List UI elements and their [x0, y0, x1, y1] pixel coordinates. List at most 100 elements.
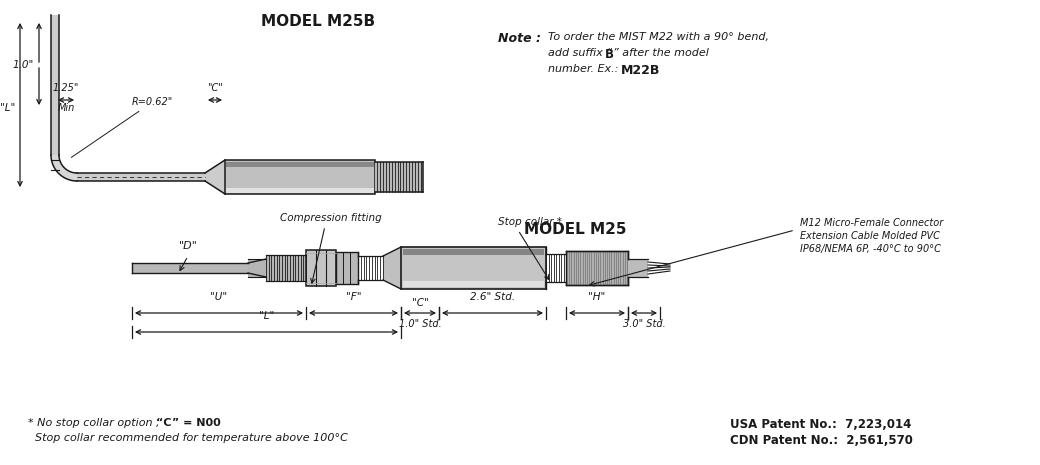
Text: MODEL M25: MODEL M25 [524, 222, 626, 238]
Polygon shape [383, 247, 401, 289]
Text: Extension Cable Molded PVC: Extension Cable Molded PVC [800, 231, 940, 241]
Polygon shape [74, 173, 76, 181]
Polygon shape [58, 167, 64, 173]
Text: "C": "C" [412, 298, 428, 308]
Polygon shape [61, 169, 67, 176]
Polygon shape [53, 161, 60, 165]
Text: 1.0" Std.: 1.0" Std. [398, 319, 441, 329]
Text: Note :: Note : [498, 32, 541, 45]
Polygon shape [72, 173, 74, 180]
Text: 1.25": 1.25" [53, 83, 79, 93]
Polygon shape [205, 160, 225, 194]
Polygon shape [70, 172, 72, 180]
Text: number. Ex.:: number. Ex.: [548, 64, 625, 74]
Polygon shape [69, 172, 72, 179]
Polygon shape [55, 165, 62, 170]
Polygon shape [56, 166, 63, 172]
Text: 2.6" Std.: 2.6" Std. [470, 292, 515, 302]
Polygon shape [51, 157, 59, 159]
Polygon shape [63, 170, 68, 178]
Text: "L": "L" [259, 311, 275, 321]
Polygon shape [64, 171, 69, 178]
Polygon shape [52, 160, 60, 163]
Polygon shape [52, 160, 59, 162]
Polygon shape [53, 162, 60, 166]
Bar [225, 160, 375, 194]
Text: "F": "F" [345, 292, 361, 302]
Polygon shape [62, 170, 68, 177]
Polygon shape [57, 167, 63, 173]
Text: Stop collar recommended for temperature above 100°C: Stop collar recommended for temperature … [28, 433, 347, 443]
Polygon shape [61, 169, 67, 176]
Polygon shape [59, 168, 64, 174]
Polygon shape [55, 165, 62, 169]
Polygon shape [54, 164, 61, 168]
Text: Min: Min [57, 103, 75, 113]
Bar [401, 247, 546, 289]
Text: "C": "C" [207, 83, 223, 93]
Text: 3.0" Std.: 3.0" Std. [623, 319, 666, 329]
Bar [404, 249, 544, 255]
Polygon shape [59, 168, 66, 174]
Text: "U": "U" [210, 292, 228, 302]
Polygon shape [67, 172, 70, 179]
Polygon shape [63, 171, 69, 178]
Bar [375, 162, 423, 192]
Text: MODEL M25B: MODEL M25B [261, 14, 375, 29]
Polygon shape [52, 159, 59, 162]
Polygon shape [51, 159, 59, 160]
Text: Stop collar *: Stop collar * [498, 217, 562, 227]
Polygon shape [70, 173, 73, 180]
Polygon shape [54, 163, 61, 167]
Text: "D": "D" [179, 241, 198, 251]
Polygon shape [69, 172, 72, 180]
Text: add suffix “: add suffix “ [548, 48, 613, 58]
Bar [336, 252, 358, 284]
Text: CDN Patent No.:  2,561,570: CDN Patent No.: 2,561,570 [730, 434, 913, 447]
Bar [628, 259, 648, 277]
Polygon shape [54, 164, 61, 169]
Text: “C” = N00: “C” = N00 [156, 418, 220, 428]
Polygon shape [75, 173, 76, 181]
Polygon shape [53, 161, 60, 165]
Text: 1.0": 1.0" [12, 60, 34, 70]
Bar [51, 15, 59, 155]
Polygon shape [62, 170, 67, 177]
Bar [306, 250, 336, 286]
Polygon shape [51, 157, 59, 159]
Text: To order the MIST M22 with a 90° bend,: To order the MIST M22 with a 90° bend, [548, 32, 769, 42]
Text: B: B [605, 48, 614, 61]
Polygon shape [52, 160, 60, 164]
Bar [132, 263, 248, 273]
Polygon shape [68, 172, 71, 179]
Polygon shape [60, 169, 66, 175]
Polygon shape [58, 167, 64, 173]
Polygon shape [66, 171, 69, 179]
Bar [226, 162, 374, 167]
Bar [404, 281, 544, 287]
Bar [566, 251, 628, 285]
Polygon shape [72, 173, 74, 181]
Text: Compression fitting: Compression fitting [280, 213, 382, 223]
Text: "H": "H" [589, 292, 605, 302]
Polygon shape [56, 166, 62, 171]
Polygon shape [51, 155, 59, 156]
Polygon shape [51, 156, 59, 157]
Text: USA Patent No.:  7,223,014: USA Patent No.: 7,223,014 [730, 418, 911, 431]
Text: "L": "L" [0, 103, 15, 113]
Polygon shape [56, 166, 62, 171]
Polygon shape [67, 172, 71, 179]
Polygon shape [71, 173, 73, 180]
Polygon shape [53, 162, 60, 166]
Bar [226, 188, 374, 193]
Text: IP68/NEMA 6P, -40°C to 90°C: IP68/NEMA 6P, -40°C to 90°C [800, 244, 941, 254]
Polygon shape [74, 173, 75, 181]
Polygon shape [73, 173, 75, 181]
Polygon shape [51, 158, 59, 160]
Polygon shape [57, 166, 63, 172]
Text: R=0.62": R=0.62" [72, 97, 174, 158]
Text: * No stop collar option ,: * No stop collar option , [28, 418, 166, 428]
Polygon shape [51, 156, 59, 158]
Polygon shape [54, 163, 61, 167]
Text: ” after the model: ” after the model [613, 48, 709, 58]
